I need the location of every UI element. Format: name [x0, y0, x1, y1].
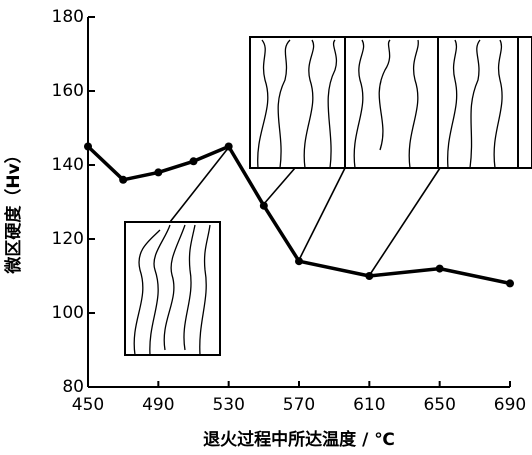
x-tick-label: 570	[283, 395, 315, 415]
y-tick-label: 120	[52, 229, 84, 249]
data-point	[436, 265, 444, 273]
x-tick-label: 490	[142, 395, 174, 415]
data-point	[119, 176, 127, 184]
data-point	[365, 272, 373, 280]
x-tick-label: 450	[72, 395, 104, 415]
y-tick-label: 140	[52, 155, 84, 175]
y-tick-label: 100	[52, 303, 84, 323]
y-tick-label: 160	[52, 81, 84, 101]
micrograph-inset	[125, 37, 532, 355]
data-point	[295, 257, 303, 265]
data-point	[506, 279, 514, 287]
x-tick-label: 690	[494, 395, 526, 415]
x-tick-label: 650	[423, 395, 455, 415]
data-point	[190, 157, 198, 165]
data-point	[84, 143, 92, 151]
data-point	[260, 202, 268, 210]
data-point	[154, 168, 162, 176]
x-tick-label: 610	[353, 395, 385, 415]
x-axis-title: 退火过程中所达温度 / ℃	[203, 429, 395, 450]
chart: 退火过程中所达温度 / ℃ 微区硬度（Hv） 80 100 120 140 160 180…	[0, 0, 532, 455]
y-tick-label: 180	[52, 7, 84, 27]
data-point	[225, 143, 233, 151]
y-tick-label: 80	[62, 377, 84, 397]
x-tick-label: 530	[212, 395, 244, 415]
y-axis-title: 微区硬度（Hv）	[3, 146, 24, 274]
